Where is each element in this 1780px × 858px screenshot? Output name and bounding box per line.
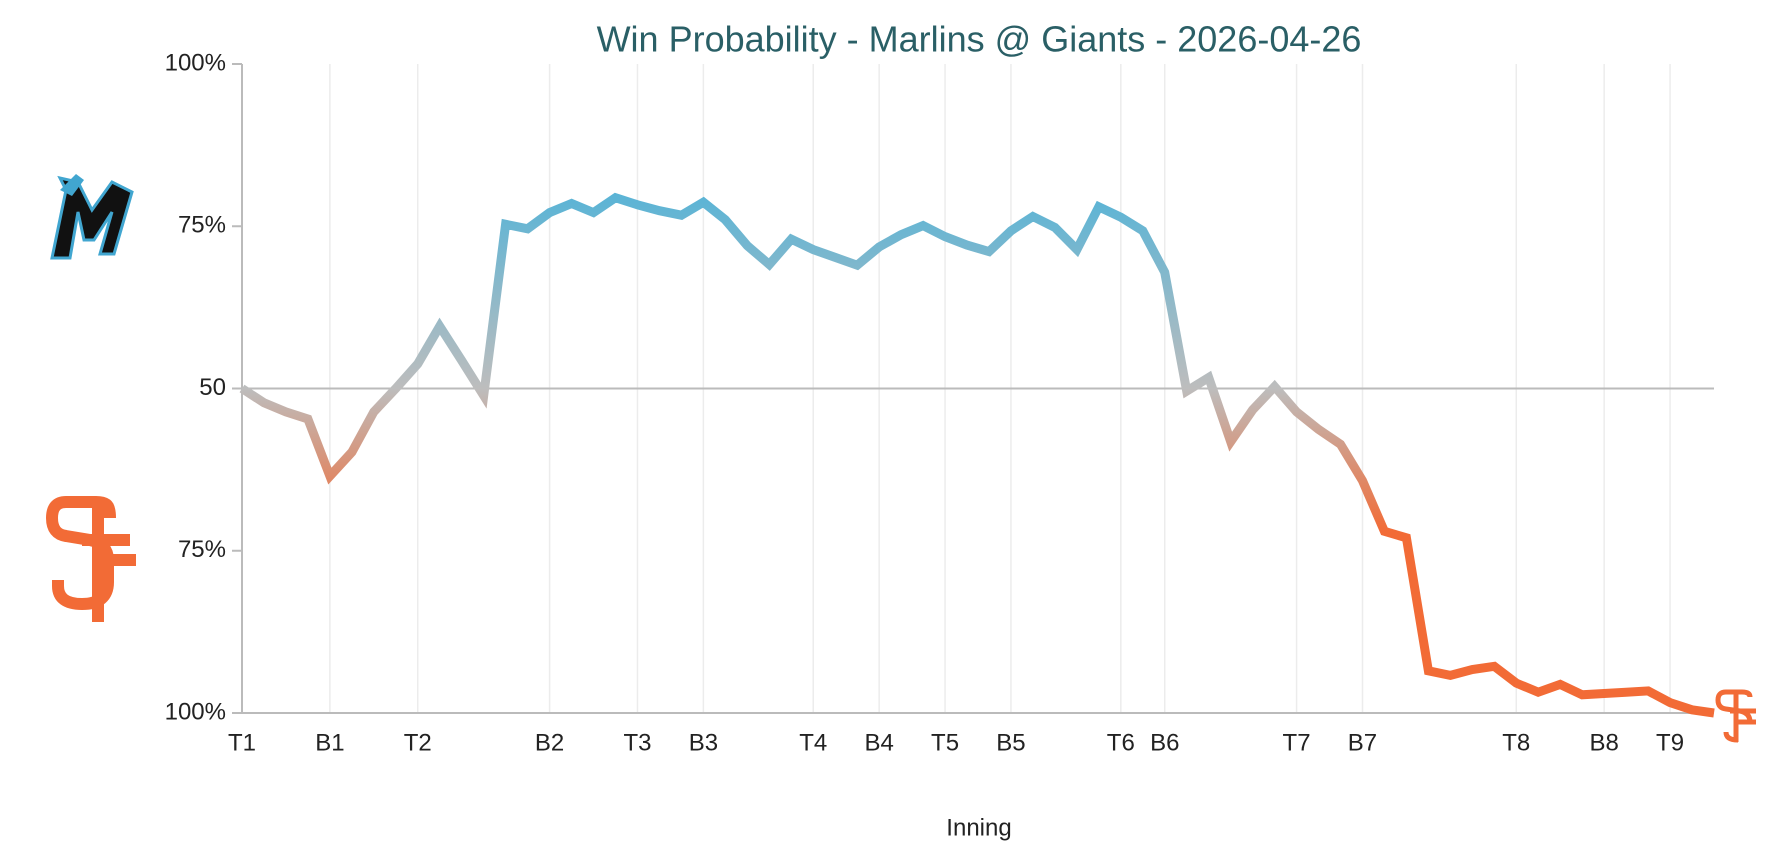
x-tick-label: B3	[689, 729, 718, 756]
x-tick-label: T7	[1283, 729, 1311, 756]
x-tick-label: B2	[535, 729, 564, 756]
x-tick-label: B8	[1589, 729, 1618, 756]
y-tick-label: 100%	[165, 698, 226, 725]
win-probability-line	[239, 192, 1715, 718]
chart-title: Win Probability - Marlins @ Giants - 202…	[597, 19, 1362, 60]
x-tick-label: B6	[1150, 729, 1179, 756]
x-axis-label: Inning	[946, 814, 1011, 841]
x-tick-label: T9	[1656, 729, 1684, 756]
x-tick-label: B5	[996, 729, 1025, 756]
x-tick-label: T2	[404, 729, 432, 756]
x-tick-label: T1	[228, 729, 256, 756]
x-tick-label: B7	[1348, 729, 1377, 756]
x-tick-label: B4	[864, 729, 893, 756]
x-tick-label: T6	[1107, 729, 1135, 756]
x-tick-label: T4	[799, 729, 827, 756]
x-tick-label: T5	[931, 729, 959, 756]
x-tick-label: B1	[315, 729, 344, 756]
y-tick-label: 100%	[165, 49, 226, 76]
x-tick-label: T8	[1502, 729, 1530, 756]
y-tick-label: 75%	[178, 212, 226, 239]
y-tick-label: 75%	[178, 536, 226, 563]
giants-logo-small	[1715, 689, 1756, 743]
x-tick-label: T3	[623, 729, 651, 756]
giants-logo	[45, 496, 136, 622]
y-tick-label: 50	[199, 374, 226, 401]
marlins-logo	[50, 174, 134, 260]
